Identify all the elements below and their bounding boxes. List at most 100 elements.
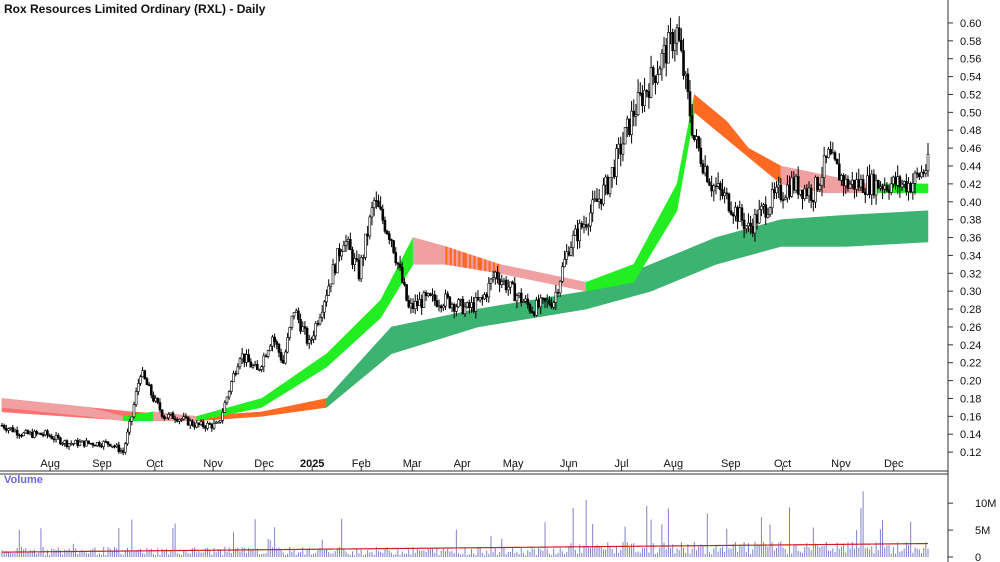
long-band-segment xyxy=(661,258,665,288)
long-band-segment xyxy=(226,413,230,420)
long-band-segment xyxy=(257,411,260,417)
long-band-segment xyxy=(244,412,247,418)
candle-body xyxy=(805,188,809,197)
long-band-segment xyxy=(683,249,686,279)
y-tick-label: 0.42 xyxy=(960,179,981,191)
candle-body xyxy=(504,279,508,291)
candle-body xyxy=(569,247,573,256)
long-band-segment xyxy=(447,314,451,337)
candle-body xyxy=(52,438,56,441)
candle-body xyxy=(561,266,564,282)
short-band-segment xyxy=(466,253,470,269)
long-band-segment xyxy=(488,306,492,326)
candle-body xyxy=(219,420,222,423)
candle-body xyxy=(465,302,469,308)
long-band-segment xyxy=(713,237,717,266)
candle-body xyxy=(266,350,270,357)
short-band-segment xyxy=(304,366,308,382)
candle-body xyxy=(398,263,402,268)
x-tick-label: Aug xyxy=(40,458,60,470)
candle-body xyxy=(119,450,123,452)
candle-body xyxy=(587,225,590,228)
short-band-segment xyxy=(410,237,414,269)
long-band-segment xyxy=(867,213,870,246)
long-band-segment xyxy=(826,216,829,247)
candle-body xyxy=(175,419,179,422)
candle-body xyxy=(184,416,188,418)
long-band-segment xyxy=(339,381,342,398)
short-band-segment xyxy=(594,277,598,290)
candle-body xyxy=(881,186,884,190)
long-band-segment xyxy=(434,317,438,341)
short-band-segment xyxy=(60,404,63,414)
candle-body xyxy=(545,299,549,302)
short-band-segment xyxy=(566,277,570,288)
long-band-segment xyxy=(919,210,922,243)
short-band-segment xyxy=(285,380,288,394)
short-band-segment xyxy=(257,398,260,409)
candle-body xyxy=(370,207,374,218)
short-band-segment xyxy=(228,406,232,415)
long-band-segment xyxy=(886,212,890,245)
candle-body xyxy=(124,443,127,453)
short-band-segment xyxy=(350,327,353,347)
long-band-segment xyxy=(328,393,332,407)
short-band-segment xyxy=(642,244,645,269)
short-band-segment xyxy=(633,260,637,284)
long-band-segment xyxy=(250,412,254,418)
long-band-segment xyxy=(263,410,267,417)
short-band-segment xyxy=(239,403,243,413)
short-band-segment xyxy=(317,357,321,373)
candle-body xyxy=(353,258,356,265)
long-band-segment xyxy=(659,259,663,288)
y-tick-label: 0.20 xyxy=(960,376,981,388)
candle-body xyxy=(656,74,659,83)
long-band-segment xyxy=(702,241,706,271)
candle-body xyxy=(208,423,212,425)
candle-body xyxy=(225,396,229,404)
short-band-segment xyxy=(536,271,539,282)
short-band-segment xyxy=(371,305,375,327)
short-band-segment xyxy=(287,378,291,392)
candle-body xyxy=(457,299,460,308)
long-band-segment xyxy=(724,234,728,263)
short-band-segment xyxy=(382,291,386,316)
candle-body xyxy=(221,412,224,421)
candle-body xyxy=(346,239,350,242)
short-band-segment xyxy=(447,246,451,266)
long-band-segment xyxy=(665,256,669,286)
candle-body xyxy=(645,90,649,92)
long-band-segment xyxy=(410,322,414,349)
candle-body xyxy=(463,306,467,315)
short-band-segment xyxy=(828,175,831,194)
candle-body xyxy=(742,219,746,230)
candle-body xyxy=(837,163,841,181)
candle-body xyxy=(812,200,815,203)
y-tick-label: 0.18 xyxy=(960,393,981,405)
short-band-segment xyxy=(477,256,481,271)
long-band-segment xyxy=(893,212,896,245)
candle-body xyxy=(736,206,739,222)
candle-body xyxy=(757,209,761,224)
long-band-segment xyxy=(512,302,516,322)
candle-body xyxy=(565,251,568,260)
candle-body xyxy=(558,281,562,294)
short-band-segment xyxy=(135,413,139,422)
long-band-segment xyxy=(828,215,831,247)
candle-body xyxy=(82,440,86,447)
candle-body xyxy=(641,92,644,106)
candle-body xyxy=(548,299,551,305)
short-band-segment xyxy=(295,372,299,387)
candle-body xyxy=(649,67,653,98)
short-band-segment xyxy=(616,269,619,286)
long-band-segment xyxy=(499,304,503,324)
short-band-segment xyxy=(655,219,658,248)
long-band-segment xyxy=(806,217,810,247)
short-band-segment xyxy=(722,117,725,138)
candle-body xyxy=(275,341,279,345)
long-band-segment xyxy=(334,385,338,401)
candle-body xyxy=(7,428,10,431)
candle-body xyxy=(413,301,417,310)
short-band-segment xyxy=(86,406,89,417)
